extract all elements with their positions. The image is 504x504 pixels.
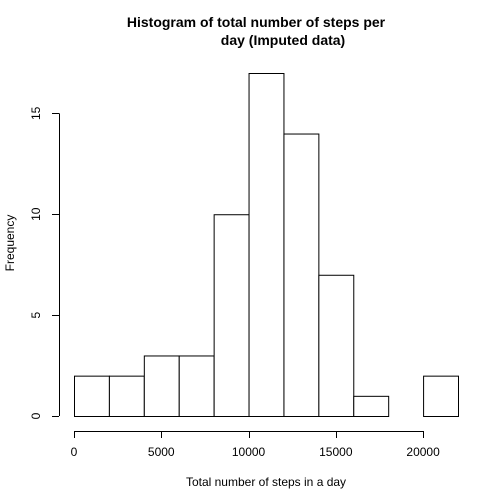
x-axis: 0 5000 10000 15000 20000 [71, 431, 440, 459]
y-axis: 0 5 10 15 [29, 106, 60, 419]
x-tick-label: 5000 [148, 445, 175, 459]
y-axis-label: Frequency [3, 215, 17, 272]
histogram-bar [423, 375, 460, 418]
y-tick-label: 15 [29, 106, 43, 120]
chart-title-line-2: day (Imputed data) [221, 32, 345, 48]
x-tick-label: 10000 [232, 445, 266, 459]
x-tick-label: 15000 [319, 445, 353, 459]
y-tick-label: 10 [29, 207, 43, 221]
x-tick-label: 20000 [406, 445, 440, 459]
y-tick-label: 0 [29, 412, 43, 419]
histogram-bar [283, 133, 320, 417]
histogram-bar [143, 355, 180, 417]
x-axis-label: Total number of steps in a day [186, 475, 346, 489]
y-tick-label: 5 [29, 311, 43, 318]
histogram-bar [108, 375, 145, 418]
histogram-bar [353, 395, 390, 417]
histogram-bar [318, 274, 355, 417]
histogram-bar [74, 375, 110, 418]
histogram-bar [178, 355, 215, 417]
histogram-bars [74, 73, 460, 418]
chart-title-line-1: Histogram of total number of steps per [127, 14, 386, 30]
histogram-bar [248, 73, 285, 417]
x-tick-label: 0 [71, 445, 78, 459]
histogram-bar [213, 214, 250, 417]
